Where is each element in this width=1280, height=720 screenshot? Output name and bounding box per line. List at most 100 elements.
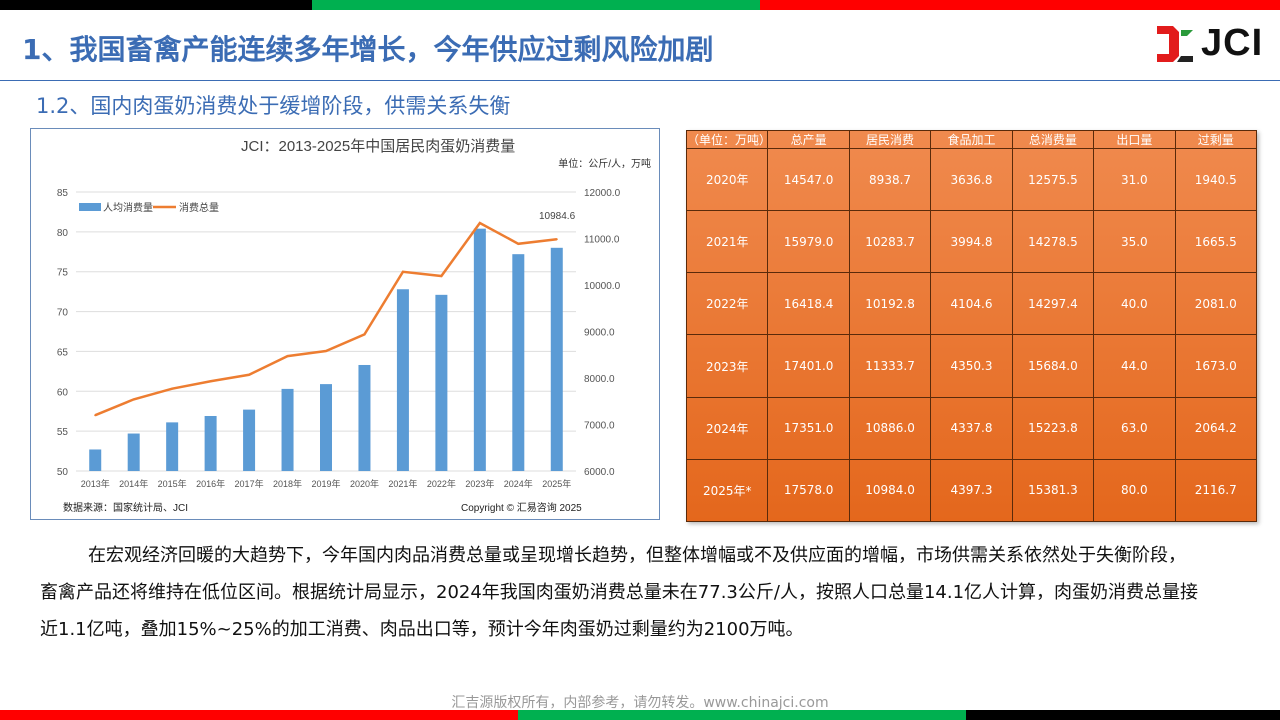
table-cell: 3636.8 [930, 147, 1013, 212]
table-header-cell: 过剩量 [1174, 130, 1258, 149]
legend-bar-label: 人均消费量 [103, 201, 153, 214]
x-tick-label: 2023年 [465, 478, 494, 489]
table-cell: 80.0 [1093, 458, 1176, 523]
table-cell: 2064.2 [1174, 396, 1258, 460]
x-tick-label: 2019年 [311, 478, 340, 489]
jci-logo: JCI [1155, 22, 1263, 65]
line-point [555, 238, 558, 241]
table-cell: 10192.8 [848, 272, 932, 336]
y-left-tick-label: 60 [57, 387, 69, 398]
table-cell: 15979.0 [767, 210, 850, 274]
bar-per-capita [89, 449, 102, 471]
table-cell: 35.0 [1093, 210, 1176, 274]
table-cell: 44.0 [1093, 334, 1176, 398]
line-point [248, 373, 251, 376]
table-cell: 12575.5 [1011, 147, 1095, 212]
y-right-tick-label: 8000.0 [584, 374, 615, 385]
table-header-cell: 总消费量 [1011, 130, 1095, 149]
table-row: 2021年 15979.0 10283.7 3994.8 14278.5 35.0 1665… [685, 210, 1258, 274]
chart-title: JCI：2013-2025年中国居民肉蛋奶消费量 [241, 138, 515, 155]
table-cell: 4104.6 [930, 272, 1013, 336]
line-point [132, 398, 135, 401]
table-cell: 10984.0 [848, 458, 932, 523]
bar-per-capita [166, 422, 179, 471]
table-header-cell: 总产量 [767, 130, 850, 149]
table-cell: 3994.8 [930, 210, 1013, 274]
y-right-tick-label: 11000.0 [584, 235, 620, 246]
table-cell: 17401.0 [767, 334, 850, 398]
table-row: 2023年 17401.0 11333.7 4350.3 15684.0 44.0 1673… [685, 334, 1258, 398]
line-point [401, 270, 404, 273]
line-point [209, 380, 212, 383]
line-data-label: 10984.6 [539, 211, 576, 222]
x-tick-label: 2021年 [388, 478, 417, 489]
table-header-cell: 食品加工 [930, 130, 1013, 149]
table-cell: 4397.3 [930, 458, 1013, 523]
line-point [517, 242, 520, 245]
y-left-tick-label: 55 [57, 427, 69, 438]
page-title: 1、我国畜禽产能连续多年增长，今年供应过剩风险加剧 [22, 33, 714, 66]
bar-per-capita [281, 388, 294, 471]
y-right-tick-label: 7000.0 [584, 421, 615, 432]
table-cell: 17578.0 [767, 458, 850, 523]
consumption-chart: JCI：2013-2025年中国居民肉蛋奶消费量 单位：公斤/人，万吨 50 55… [30, 128, 660, 520]
y-left-tick-label: 65 [57, 347, 69, 358]
x-tick-label: 2017年 [235, 478, 264, 489]
x-tick-label: 2025年 [542, 478, 571, 489]
table-cell: 16418.4 [767, 272, 850, 336]
table-row: 2020年 14547.0 8938.7 3636.8 12575.5 31.0 1940.… [685, 147, 1258, 212]
table-cell: 4350.3 [930, 334, 1013, 398]
bottom-bar-red [0, 710, 518, 720]
y-left-tick-label: 75 [57, 268, 69, 279]
y-left-tick-label: 50 [57, 467, 69, 478]
x-tick-label: 2024年 [504, 478, 533, 489]
x-tick-label: 2016年 [196, 478, 225, 489]
chart-source: 数据来源：国家统计局、JCI [63, 501, 188, 514]
top-bar-black [0, 0, 312, 10]
table-cell: 15223.8 [1011, 396, 1095, 460]
table-cell: 2023年 [685, 334, 769, 398]
line-point [286, 355, 289, 358]
bar-per-capita [473, 228, 486, 471]
analysis-paragraph: 在宏观经济回暖的大趋势下，今年国内肉品消费总量或呈现增长趋势，但整体增幅或不及供… [40, 545, 1199, 640]
bar-per-capita [512, 254, 525, 471]
bar-per-capita [127, 433, 140, 471]
table-row: 2024年 17351.0 10886.0 4337.8 15223.8 63.0 2064… [685, 396, 1258, 460]
table-cell: 1940.5 [1174, 147, 1258, 212]
supply-demand-table: （单位：万吨） 总产量 居民消费 食品加工 总消费量 出口量 过剩量 2020年 14547.0… [685, 130, 1258, 523]
table-cell: 2020年 [685, 147, 769, 212]
y-left-tick-label: 85 [57, 188, 69, 199]
bottom-bar-black [966, 710, 1280, 720]
table-cell: 40.0 [1093, 272, 1176, 336]
y-right-tick-label: 10000.0 [584, 281, 621, 292]
table-cell: 14547.0 [767, 147, 850, 212]
line-point [478, 221, 481, 224]
top-bar-green [312, 0, 760, 10]
line-point [325, 350, 327, 353]
table-header-cell: 居民消费 [848, 130, 932, 149]
legend-bar-swatch [79, 203, 101, 211]
table-cell: 8938.7 [848, 147, 932, 212]
table-cell: 14278.5 [1011, 210, 1095, 274]
y-left-tick-label: 80 [57, 228, 69, 239]
footer-copyright: 汇吉源版权所有，内部参考，请勿转发。www.chinajci.com [451, 695, 829, 711]
table-cell: 15381.3 [1011, 458, 1095, 523]
table-cell: 11333.7 [848, 334, 932, 398]
table-cell: 4337.8 [930, 396, 1013, 460]
logo-text: JCI [1201, 22, 1264, 64]
bar-per-capita [243, 409, 256, 471]
y-left-tick-label: 70 [57, 308, 69, 319]
table-cell: 10886.0 [848, 396, 932, 460]
table-cell: 1673.0 [1174, 334, 1258, 398]
line-point [94, 414, 97, 417]
top-bar-red [760, 0, 1280, 10]
bottom-bar-green [518, 710, 966, 720]
header-divider [0, 80, 1280, 81]
line-point [440, 275, 443, 278]
table-cell: 2116.7 [1174, 458, 1258, 523]
line-point [363, 333, 366, 336]
table-row: 2022年 16418.4 10192.8 4104.6 14297.4 40.0 2081… [685, 272, 1258, 336]
section-subtitle: 1.2、国内肉蛋奶消费处于缓增阶段，供需关系失衡 [36, 94, 511, 118]
y-right-tick-label: 9000.0 [584, 328, 615, 339]
table-cell: 10283.7 [848, 210, 932, 274]
